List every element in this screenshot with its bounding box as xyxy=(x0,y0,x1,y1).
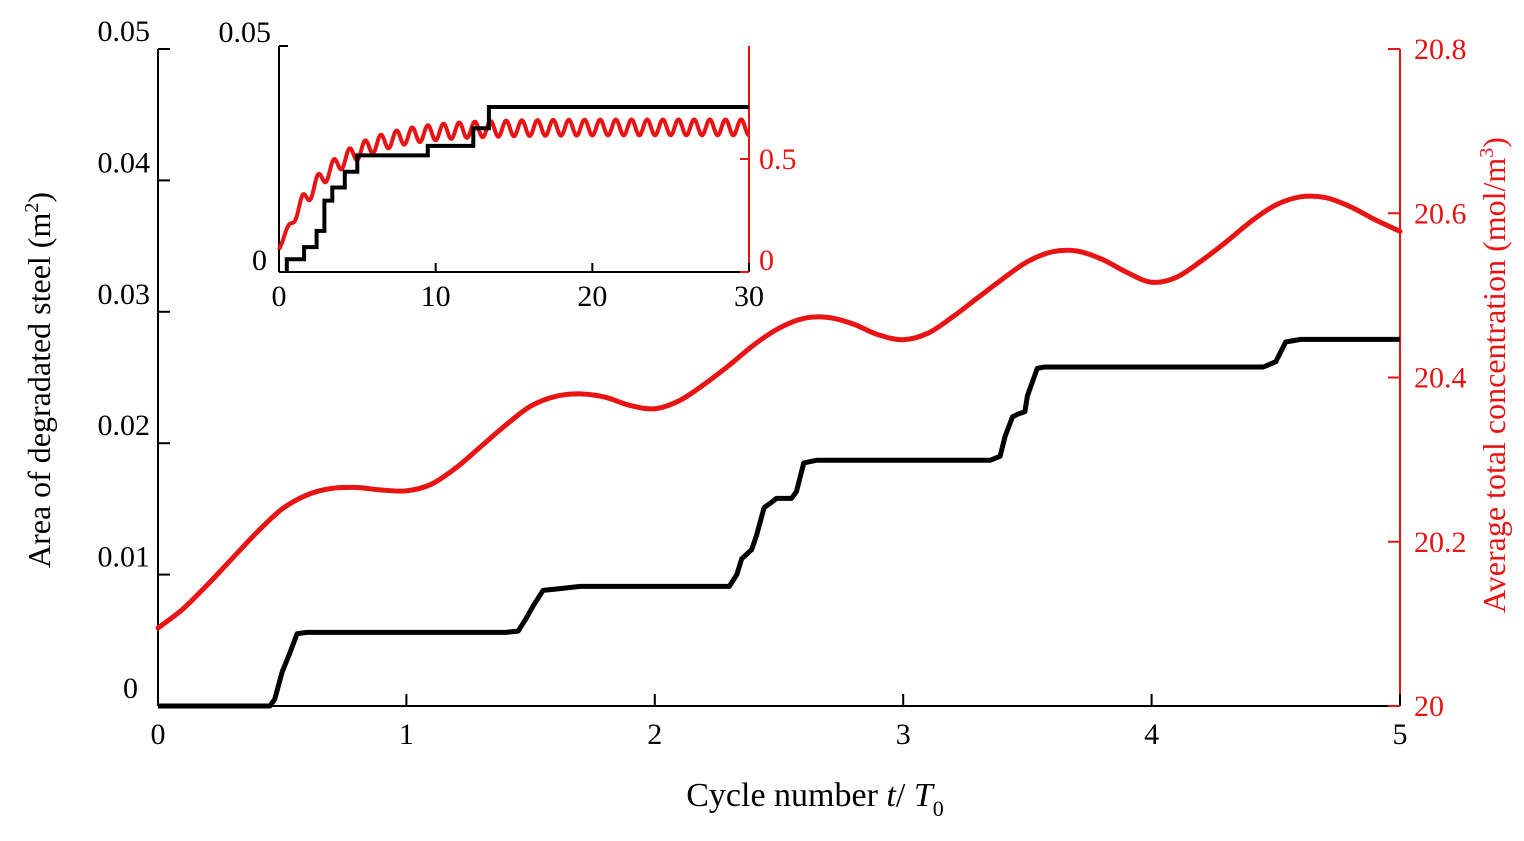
left-y-tick-label: 0.02 xyxy=(98,409,151,442)
x-tick-label: 3 xyxy=(896,718,911,751)
x-tick-label: 0 xyxy=(151,718,166,751)
inset-x-tick-label: 0 xyxy=(272,280,287,313)
left-y-tick-label: 0.04 xyxy=(98,146,151,179)
left-y-tick-label: 0.03 xyxy=(98,278,151,311)
left-y-axis-label: Area of degradated steel (m2) xyxy=(21,192,57,568)
left-y-tick-label: 0.05 xyxy=(98,15,151,48)
inset-right-y-ticks: 00.5 xyxy=(740,143,797,277)
inset-x-tick-label: 20 xyxy=(577,280,607,313)
inset-left-y-ticks: 00.05 xyxy=(219,16,288,277)
inset-x-tick-label: 10 xyxy=(421,280,451,313)
inset-x-tick-label: 30 xyxy=(734,280,764,313)
left-y-ticks: 0 0.01 0.02 0.03 0.04 0.05 xyxy=(98,15,170,707)
right-y-tick-label: 20.6 xyxy=(1414,197,1467,230)
right-y-axis-label: Average total concentration (mol/m3) xyxy=(1476,137,1512,613)
right-y-tick-label: 20 xyxy=(1414,690,1444,723)
x-axis-label: Cycle number t/ T0 xyxy=(686,777,944,821)
x-tick-label: 5 xyxy=(1393,718,1408,751)
right-y-tick-label: 20.2 xyxy=(1414,526,1467,559)
right-y-tick-label: 20.8 xyxy=(1414,33,1467,66)
x-ticks: 0 1 2 3 4 5 xyxy=(151,694,1408,751)
series-line-degraded-area xyxy=(158,336,1400,709)
inset-background xyxy=(279,46,749,272)
right-y-tick-label: 20.4 xyxy=(1414,362,1467,395)
left-y-tick-label: 0.01 xyxy=(98,541,151,574)
inset-right-y-tick-label: 0 xyxy=(759,244,774,277)
x-tick-label: 4 xyxy=(1144,718,1159,751)
inset-left-y-tick-label: 0 xyxy=(252,244,267,277)
inset-x-ticks: 0 10 20 30 xyxy=(272,263,764,313)
x-tick-label: 1 xyxy=(399,718,414,751)
inset-series-line-degraded-area xyxy=(284,105,749,272)
series-line-concentration xyxy=(155,193,1403,631)
left-y-tick-label: 0 xyxy=(123,672,138,705)
inset-left-y-tick-label: 0.05 xyxy=(219,16,272,49)
inset-chart: 0 10 20 30 00.05 00.5 xyxy=(219,16,797,313)
right-y-ticks: 20 20.2 20.4 20.6 20.8 xyxy=(1388,33,1467,723)
inset-right-y-tick-label: 0.5 xyxy=(759,143,797,176)
x-tick-label: 2 xyxy=(647,718,662,751)
